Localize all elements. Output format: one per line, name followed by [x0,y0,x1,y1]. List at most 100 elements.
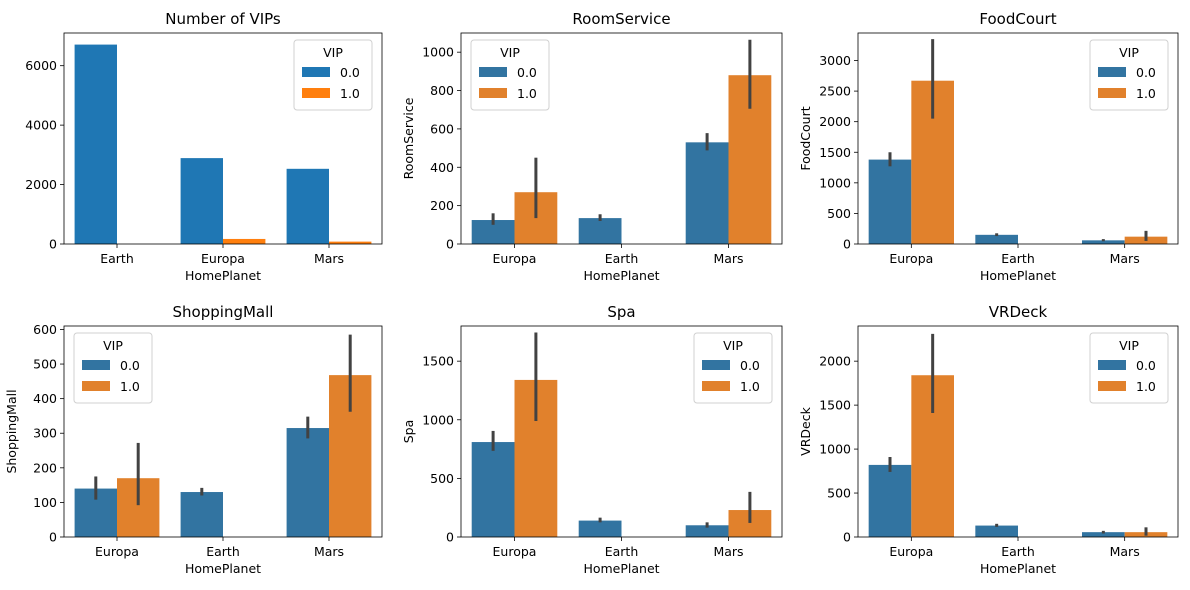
legend: VIP 0.0 1.0 [73,332,153,404]
x-tick-label: Europa [889,251,933,266]
bar-mars-vip-0.0 [286,428,329,537]
legend-title: VIP [500,45,520,60]
legend-label: 0.0 [1136,65,1156,80]
x-tick-label: Mars [1110,251,1140,266]
chart-panel-2: 0 200 400 600 800 1000 Europa Earth Mars RoomServ… [401,10,783,283]
bar-earth-vip-0.0 [180,492,223,537]
y-axis-label: VRDeck [798,406,813,455]
x-tick-label: Mars [713,251,743,266]
x-tick-label: Mars [713,544,743,559]
y-tick-label: 2000 [819,354,851,369]
x-tick-label: Mars [314,544,344,559]
x-tick-label: Earth [1001,251,1035,266]
legend-swatch [302,88,330,98]
legend-title: VIP [1119,45,1139,60]
legend-label: 1.0 [740,379,760,394]
chart-panel-1: 0 2000 4000 6000 Earth Europa Mars Number of VI… [25,10,383,283]
y-tick-label: 0 [446,530,454,545]
y-tick-label: 1000 [422,45,454,60]
legend: VIP 0.0 1.0 [1089,39,1169,111]
y-axis-label: FoodCourt [798,106,813,170]
legend-label: 0.0 [740,358,760,373]
legend-swatch [1098,67,1126,77]
legend-swatch [302,67,330,77]
y-tick-label: 600 [430,121,454,136]
x-axis-label: HomePlanet [185,268,261,283]
y-tick-label: 800 [430,83,454,98]
x-tick-label: Earth [100,251,134,266]
legend: VIP 0.0 1.0 [470,39,550,111]
y-tick-label: 100 [33,495,57,510]
x-axis-label: HomePlanet [980,268,1056,283]
y-tick-label: 1500 [819,398,851,413]
y-tick-label: 1000 [422,412,454,427]
y-tick-label: 0 [446,237,454,252]
bar-earth-vip-0.0 [74,44,117,244]
legend-swatch [1098,381,1126,391]
chart-title: VRDeck [989,303,1048,321]
legend: VIP 0.0 1.0 [1089,332,1169,404]
bar-earth-vip-0.0 [975,234,1018,244]
y-axis-label: RoomService [401,97,416,179]
chart-panel-4: 0 100 200 300 400 500 600 Europa Earth Mars Shoppi… [4,303,383,576]
x-tick-label: Earth [206,544,240,559]
legend-title: VIP [323,45,343,60]
y-tick-label: 1000 [819,175,851,190]
chart-panel-6: 0 500 1000 1500 2000 Europa Earth Mars VRDeck Hom… [798,303,1179,576]
y-tick-label: 500 [33,357,57,372]
y-axis-label: ShoppingMall [4,389,19,473]
legend-label: 1.0 [1136,86,1156,101]
legend-swatch [82,381,110,391]
y-tick-label: 0 [843,530,851,545]
y-tick-label: 0 [49,530,57,545]
y-tick-label: 2000 [25,177,57,192]
x-tick-label: Mars [1110,544,1140,559]
legend-label: 0.0 [340,65,360,80]
y-tick-label: 500 [827,486,851,501]
x-tick-label: Earth [605,251,639,266]
y-tick-label: 0 [843,237,851,252]
legend-swatch [82,360,110,370]
bar-europa-vip-1.0 [223,238,266,244]
bar-mars-vip-0.0 [685,525,729,537]
y-tick-label: 400 [33,391,57,406]
x-axis-label: HomePlanet [185,561,261,576]
y-axis-label: Spa [401,420,416,444]
legend-label: 0.0 [120,358,140,373]
legend-swatch [1098,360,1126,370]
chart-title: Number of VIPs [165,10,281,28]
bar-earth-vip-0.0 [578,520,622,537]
x-axis-label: HomePlanet [980,561,1056,576]
y-tick-label: 2500 [819,84,851,99]
x-tick-label: Europa [95,544,139,559]
legend-label: 1.0 [340,86,360,101]
x-tick-label: Europa [201,251,245,266]
y-tick-label: 200 [430,198,454,213]
x-tick-label: Earth [1001,544,1035,559]
chart-title: FoodCourt [979,10,1056,28]
legend-label: 0.0 [517,65,537,80]
bar-europa-vip-0.0 [471,220,515,244]
y-tick-label: 1000 [819,442,851,457]
y-tick-label: 0 [49,237,57,252]
y-tick-label: 2000 [819,114,851,129]
chart-title: Spa [607,303,635,321]
bar-mars-vip-0.0 [1082,240,1125,244]
x-axis-label: HomePlanet [583,561,659,576]
y-tick-label: 1500 [422,354,454,369]
legend: VIP 0.0 1.0 [693,332,773,404]
legend-swatch [479,88,507,98]
y-tick-label: 300 [33,426,57,441]
y-tick-label: 3000 [819,53,851,68]
legend-title: VIP [723,338,743,353]
y-tick-label: 4000 [25,118,57,133]
x-tick-label: Europa [889,544,933,559]
y-tick-label: 6000 [25,58,57,73]
legend-swatch [702,381,730,391]
chart-title: ShoppingMall [173,303,274,321]
bar-mars-vip-1.0 [329,241,372,244]
chart-panel-5: 0 500 1000 1500 Europa Earth Mars Spa HomePlanet… [401,303,783,576]
legend-label: 1.0 [1136,379,1156,394]
bar-europa-vip-0.0 [868,464,912,537]
